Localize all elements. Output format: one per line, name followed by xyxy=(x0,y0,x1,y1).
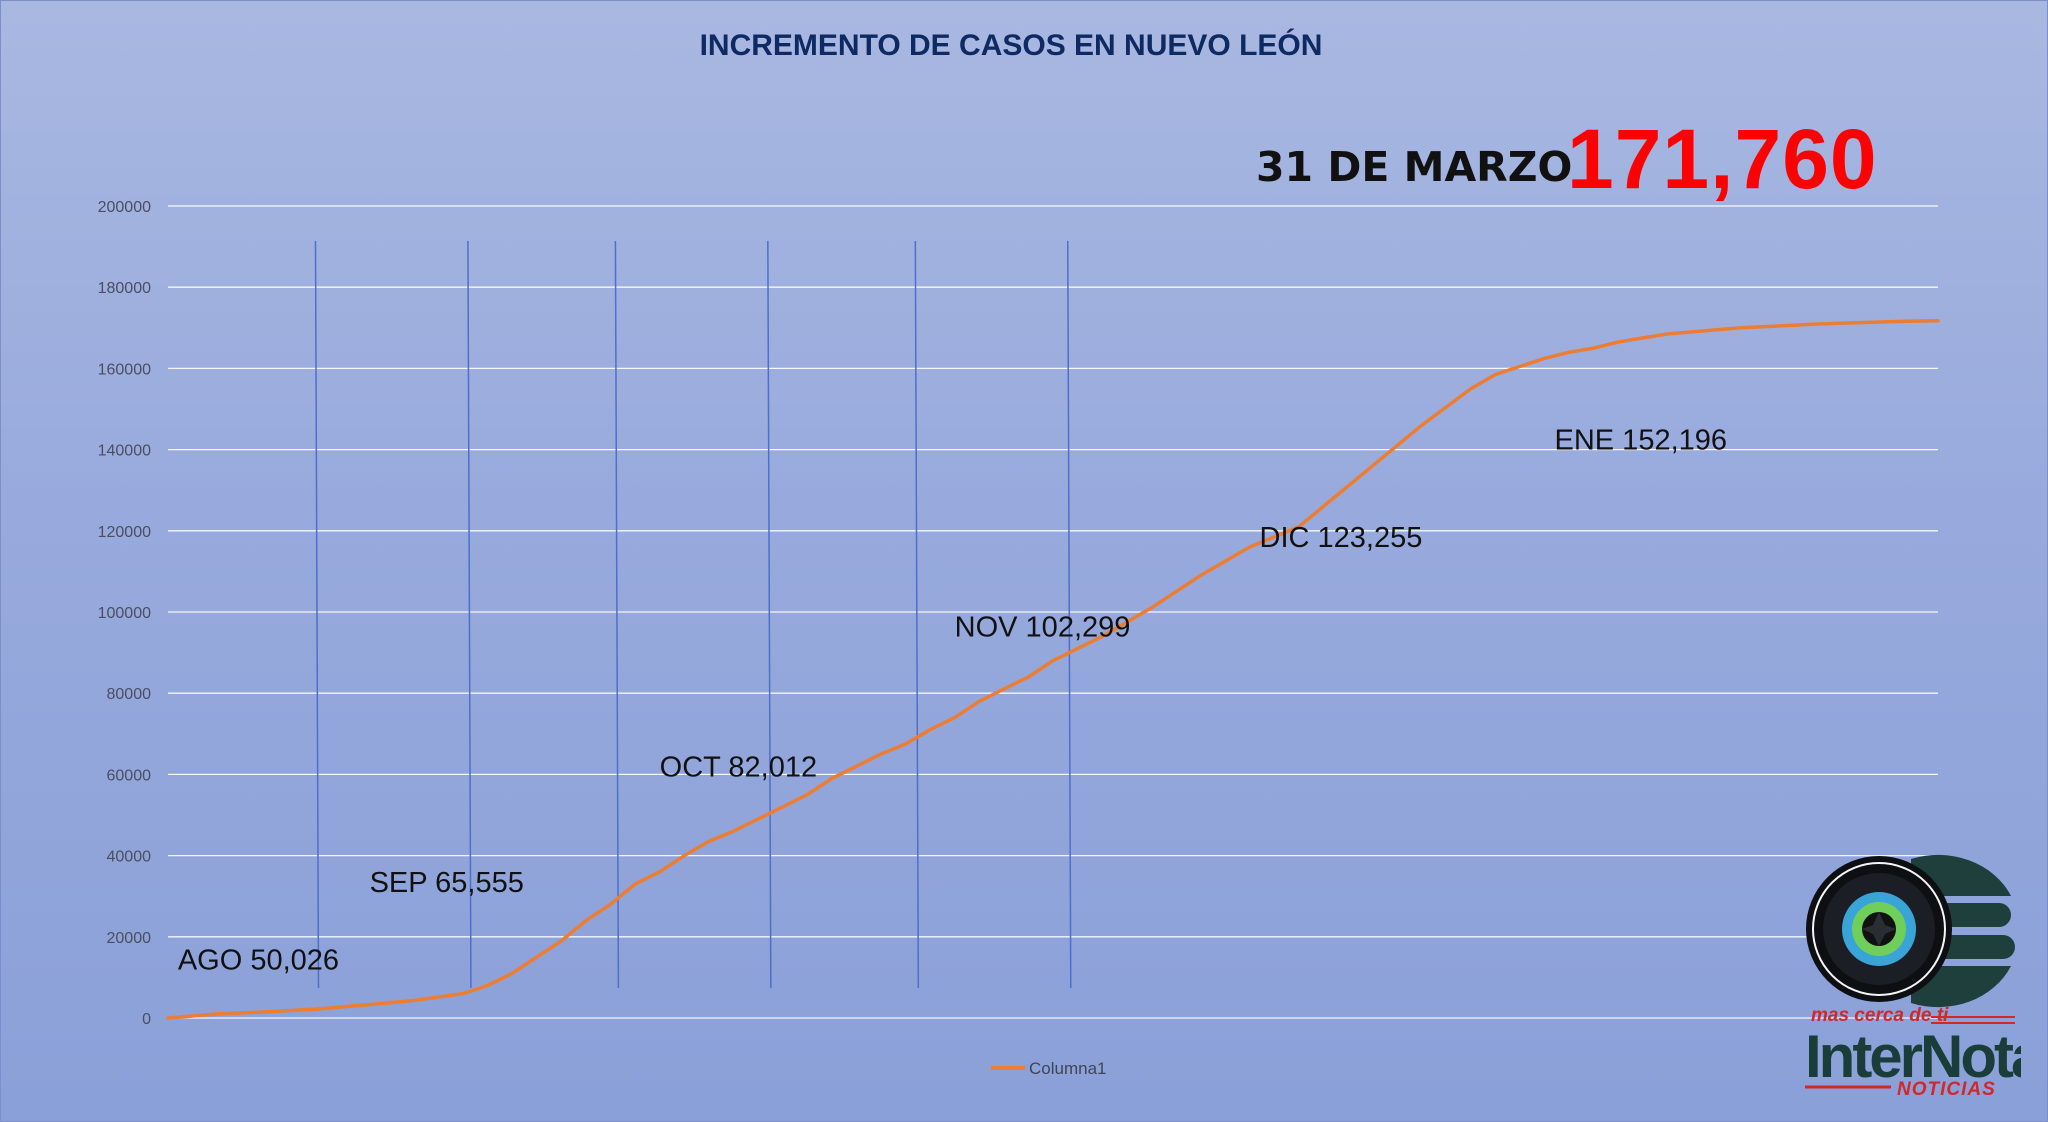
month-divider xyxy=(467,240,472,989)
series-layer xyxy=(166,318,1940,1020)
y-tick-label: 0 xyxy=(142,1011,151,1028)
headline-date: 31 DE MARZO xyxy=(1256,143,1573,191)
y-tick-label: 60000 xyxy=(107,767,152,784)
y-tick-label: 180000 xyxy=(98,280,151,297)
internota-logo: mas cerca de ti InterNota NOTICIAS xyxy=(1805,854,2021,1100)
month-label: ENE 152,196 xyxy=(1555,425,1728,457)
headline-total: 171,760 xyxy=(1567,112,1878,206)
series-line-columna1 xyxy=(166,318,1940,1020)
y-tick-label: 120000 xyxy=(98,524,151,541)
month-dividers xyxy=(314,240,1072,989)
y-tick-label: 200000 xyxy=(98,199,151,216)
legend: Columna1 xyxy=(991,1059,1107,1078)
month-divider xyxy=(767,240,772,989)
month-divider xyxy=(1067,240,1072,989)
month-divider xyxy=(614,240,620,989)
month-divider xyxy=(914,240,920,989)
month-labels: AGO 50,026 SEP 65,555 OCT 82,012 NOV 102,29… xyxy=(178,425,1727,977)
month-label: AGO 50,026 xyxy=(178,944,339,976)
y-tick-label: 160000 xyxy=(98,361,151,378)
y-tick-label: 80000 xyxy=(107,686,152,703)
month-label: OCT 82,012 xyxy=(660,751,817,783)
legend-label: Columna1 xyxy=(1029,1059,1107,1078)
month-divider xyxy=(314,240,320,989)
month-label: NOV 102,299 xyxy=(955,611,1131,643)
gridlines xyxy=(168,205,1938,1019)
y-tick-label: 20000 xyxy=(107,930,152,947)
month-label: DIC 123,255 xyxy=(1260,522,1423,554)
y-tick-label: 40000 xyxy=(107,849,152,866)
logo-sub: NOTICIAS xyxy=(1897,1079,1996,1100)
camera-lens-icon xyxy=(1806,856,1952,1002)
y-axis-ticks: 0 20000 40000 60000 80000 100000 120000 140000 1… xyxy=(98,199,151,1028)
month-label: SEP 65,555 xyxy=(370,867,524,899)
logo-name: InterNota xyxy=(1805,1023,2021,1090)
chart-title: INCREMENTO DE CASOS EN NUEVO LEÓN xyxy=(699,29,1323,62)
y-tick-label: 100000 xyxy=(98,605,151,622)
logo-tagline: mas cerca de ti xyxy=(1811,1005,1949,1026)
y-tick-label: 140000 xyxy=(98,443,151,460)
